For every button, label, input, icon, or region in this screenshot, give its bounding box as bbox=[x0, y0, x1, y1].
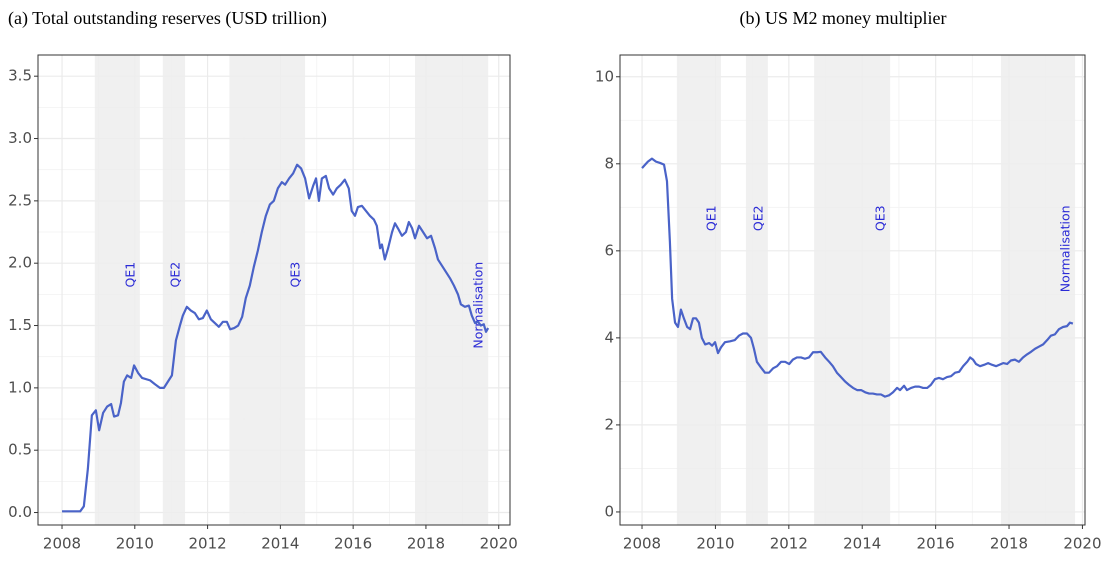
y-tick-label: 3.5 bbox=[8, 67, 32, 85]
y-tick-label: 10 bbox=[595, 67, 614, 85]
x-tick-label: 2016 bbox=[917, 535, 955, 553]
x-tick-label: 2020 bbox=[1063, 535, 1101, 553]
region-label: QE3 bbox=[288, 262, 303, 288]
shaded-region bbox=[162, 55, 186, 525]
shaded-region bbox=[415, 55, 489, 525]
y-tick-label: 1.0 bbox=[8, 378, 32, 396]
y-tick-label: 4 bbox=[604, 328, 614, 346]
y-tick-label: 0 bbox=[604, 502, 614, 520]
region-label: QE2 bbox=[750, 205, 765, 231]
x-tick-label: 2008 bbox=[43, 535, 81, 553]
shaded-region bbox=[1000, 55, 1076, 525]
chart-title: (b) US M2 money multiplier bbox=[740, 8, 947, 29]
x-tick-label: 2014 bbox=[843, 535, 881, 553]
shaded-region bbox=[745, 55, 768, 525]
x-tick-label: 2018 bbox=[990, 535, 1028, 553]
y-tick-label: 0.0 bbox=[8, 503, 32, 521]
region-label: QE1 bbox=[122, 262, 137, 288]
shaded-region bbox=[229, 55, 306, 525]
region-label: Normalisation bbox=[471, 262, 486, 349]
y-tick-label: 3.0 bbox=[8, 129, 32, 147]
y-tick-label: 0.5 bbox=[8, 441, 32, 459]
y-tick-label: 2 bbox=[604, 415, 614, 433]
region-label: QE1 bbox=[703, 205, 718, 231]
shaded-region bbox=[676, 55, 721, 525]
plot-border bbox=[37, 54, 511, 526]
data-line bbox=[62, 163, 490, 513]
y-tick-label: 1.5 bbox=[8, 316, 32, 334]
shaded-region bbox=[814, 55, 891, 525]
x-tick-label: 2008 bbox=[623, 535, 661, 553]
y-tick-label: 2.5 bbox=[8, 191, 32, 209]
chart-title: (a) Total outstanding reserves (USD tril… bbox=[8, 8, 327, 29]
region-label: QE2 bbox=[168, 262, 183, 288]
x-tick-label: 2012 bbox=[770, 535, 808, 553]
y-tick-label: 8 bbox=[604, 154, 614, 172]
x-tick-label: 2010 bbox=[116, 535, 154, 553]
x-tick-label: 2012 bbox=[188, 535, 226, 553]
x-tick-label: 2016 bbox=[334, 535, 372, 553]
y-tick-label: 6 bbox=[604, 241, 614, 259]
data-line bbox=[641, 157, 1074, 398]
x-tick-label: 2010 bbox=[696, 535, 734, 553]
x-tick-label: 2018 bbox=[407, 535, 445, 553]
x-tick-label: 2014 bbox=[261, 535, 299, 553]
region-label: QE3 bbox=[873, 205, 888, 231]
x-tick-label: 2020 bbox=[480, 535, 518, 553]
y-tick-label: 2.0 bbox=[8, 254, 32, 272]
plot-border bbox=[619, 54, 1086, 526]
region-label: Normalisation bbox=[1058, 205, 1073, 292]
shaded-region bbox=[94, 55, 140, 525]
